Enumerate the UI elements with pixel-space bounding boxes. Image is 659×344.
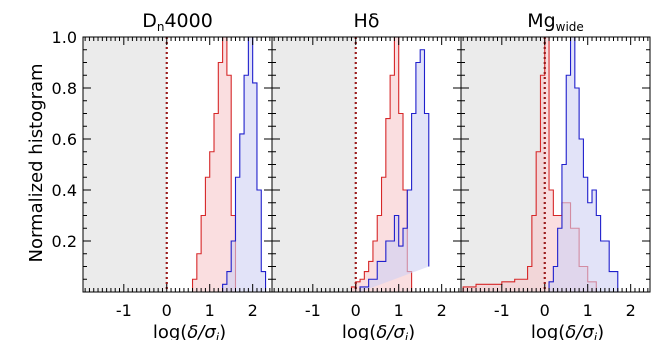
x-tick-label: 2 — [626, 301, 636, 320]
x-axis-label: log(δ/σi) — [153, 322, 226, 340]
histogram-blue — [548, 36, 619, 293]
shaded-region — [461, 37, 545, 292]
panel-title: Dn4000 — [142, 10, 213, 34]
y-tick-label: 0.6 — [52, 130, 77, 149]
x-tick-label: 2 — [437, 301, 447, 320]
x-tick-label: 0 — [162, 301, 172, 320]
histogram-blue — [359, 49, 430, 292]
x-tick-label: 2 — [248, 301, 258, 320]
y-tick-label: 1.0 — [52, 28, 77, 47]
y-tick-label: 0.4 — [52, 181, 77, 200]
x-tick-label: -1 — [116, 301, 132, 320]
x-tick-label: 1 — [394, 301, 404, 320]
x-tick-label: 0 — [351, 301, 361, 320]
y-tick-label: 0.8 — [52, 79, 77, 98]
x-axis-label: log(δ/σi) — [531, 322, 604, 340]
histogram-red — [191, 36, 237, 293]
x-tick-label: 1 — [583, 301, 593, 320]
panel-title: Mgwide — [527, 10, 584, 34]
shaded-region — [272, 37, 356, 292]
x-tick-label: 1 — [205, 301, 215, 320]
x-tick-label: 0 — [540, 301, 550, 320]
x-tick-label: -1 — [494, 301, 510, 320]
shaded-region — [83, 37, 167, 292]
y-tick-label: 0.2 — [52, 232, 77, 251]
x-axis-label: log(δ/σi) — [342, 322, 415, 340]
y-axis-label: Normalized histogram — [26, 63, 47, 262]
x-tick-label: -1 — [305, 301, 321, 320]
histogram-blue — [222, 36, 267, 293]
panel-title: Hδ — [354, 10, 380, 32]
